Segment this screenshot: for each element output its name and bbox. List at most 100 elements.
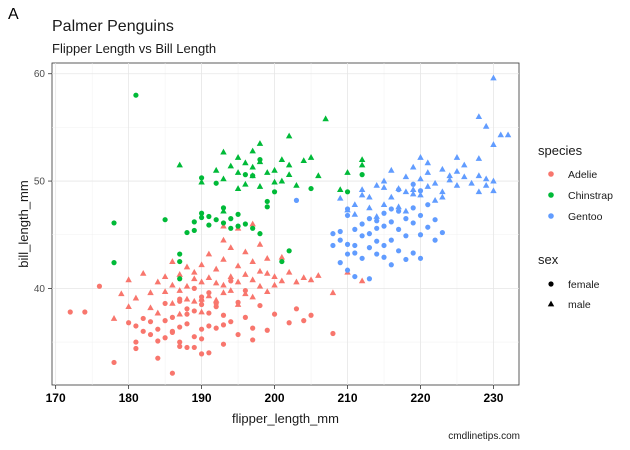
data-point (417, 175, 424, 182)
data-point (220, 222, 227, 229)
data-point (417, 154, 424, 160)
data-point (249, 258, 256, 264)
sex-legend: sex female male (538, 252, 600, 311)
data-point (278, 156, 286, 162)
data-point (432, 237, 438, 243)
data-point (403, 256, 409, 263)
data-point (169, 300, 176, 306)
data-point (373, 181, 380, 188)
data-point (184, 306, 190, 312)
data-point (220, 207, 227, 214)
data-point (330, 242, 336, 249)
data-point (278, 253, 286, 260)
data-point (417, 255, 424, 261)
data-point (205, 274, 213, 281)
data-point (453, 168, 461, 174)
data-point (293, 181, 300, 188)
legend-key-chinstrap (548, 192, 554, 198)
data-point (301, 318, 307, 324)
data-point (111, 359, 117, 366)
data-point (431, 196, 439, 203)
data-point (395, 185, 402, 191)
data-point (198, 261, 205, 268)
data-point (482, 122, 490, 129)
data-point (366, 193, 373, 200)
data-point (110, 315, 118, 321)
data-point (256, 140, 264, 146)
data-point (183, 282, 191, 289)
data-point (220, 322, 227, 328)
x-tick-label: 220 (410, 391, 430, 405)
data-point (169, 258, 176, 264)
data-point (468, 179, 475, 186)
data-point (352, 226, 358, 232)
data-point (366, 245, 373, 251)
data-point (228, 319, 234, 325)
data-point (490, 177, 497, 184)
chart-caption: cmdlinetips.com (448, 431, 520, 442)
data-point (212, 166, 220, 173)
data-point (271, 273, 278, 279)
data-point (424, 183, 432, 189)
data-point (234, 301, 242, 307)
data-point (271, 178, 278, 185)
data-point (220, 256, 227, 262)
data-point (344, 267, 351, 273)
data-point (337, 260, 343, 266)
data-point (403, 216, 409, 222)
data-point (482, 181, 490, 188)
data-point (409, 163, 417, 170)
data-point (250, 325, 256, 331)
data-point (351, 201, 359, 208)
data-point (155, 338, 161, 344)
data-point (177, 343, 183, 349)
data-point (198, 210, 205, 216)
data-point (410, 220, 416, 226)
data-point (381, 210, 387, 216)
data-point (431, 179, 439, 186)
data-point (256, 183, 264, 189)
data-point (191, 297, 198, 304)
data-point (351, 210, 359, 217)
data-point (154, 309, 162, 316)
data-point (373, 213, 380, 219)
data-point (213, 325, 219, 331)
data-point (161, 288, 169, 294)
data-point (177, 324, 183, 330)
data-point (453, 154, 461, 160)
data-point (147, 289, 154, 296)
data-point (96, 283, 103, 289)
data-point (191, 227, 197, 234)
data-point (330, 330, 336, 337)
data-point (191, 219, 197, 225)
data-point (234, 278, 242, 285)
data-point (133, 339, 139, 345)
data-point (176, 271, 183, 277)
y-tick-label: 50 (34, 177, 46, 188)
data-point (177, 258, 183, 265)
data-point (359, 172, 365, 178)
data-point (169, 314, 175, 320)
data-point (352, 242, 358, 249)
data-point (177, 276, 183, 282)
data-point (177, 296, 183, 302)
data-point (212, 296, 220, 303)
data-point (395, 203, 402, 210)
data-point (337, 228, 343, 235)
data-point (285, 268, 293, 275)
data-point (475, 172, 483, 179)
data-point (410, 250, 416, 256)
data-point (358, 186, 366, 193)
data-point (213, 217, 219, 223)
data-point (227, 287, 235, 293)
data-point (177, 251, 183, 257)
data-point (293, 197, 300, 203)
data-point (206, 222, 212, 228)
data-point (162, 318, 168, 324)
species-legend: species Adelie Chinstrap Gentoo (538, 143, 613, 223)
data-point (256, 240, 264, 247)
data-point (220, 312, 227, 318)
data-point (380, 201, 388, 208)
legend-label-adelie: Adelie (568, 169, 597, 181)
data-point (235, 331, 241, 338)
